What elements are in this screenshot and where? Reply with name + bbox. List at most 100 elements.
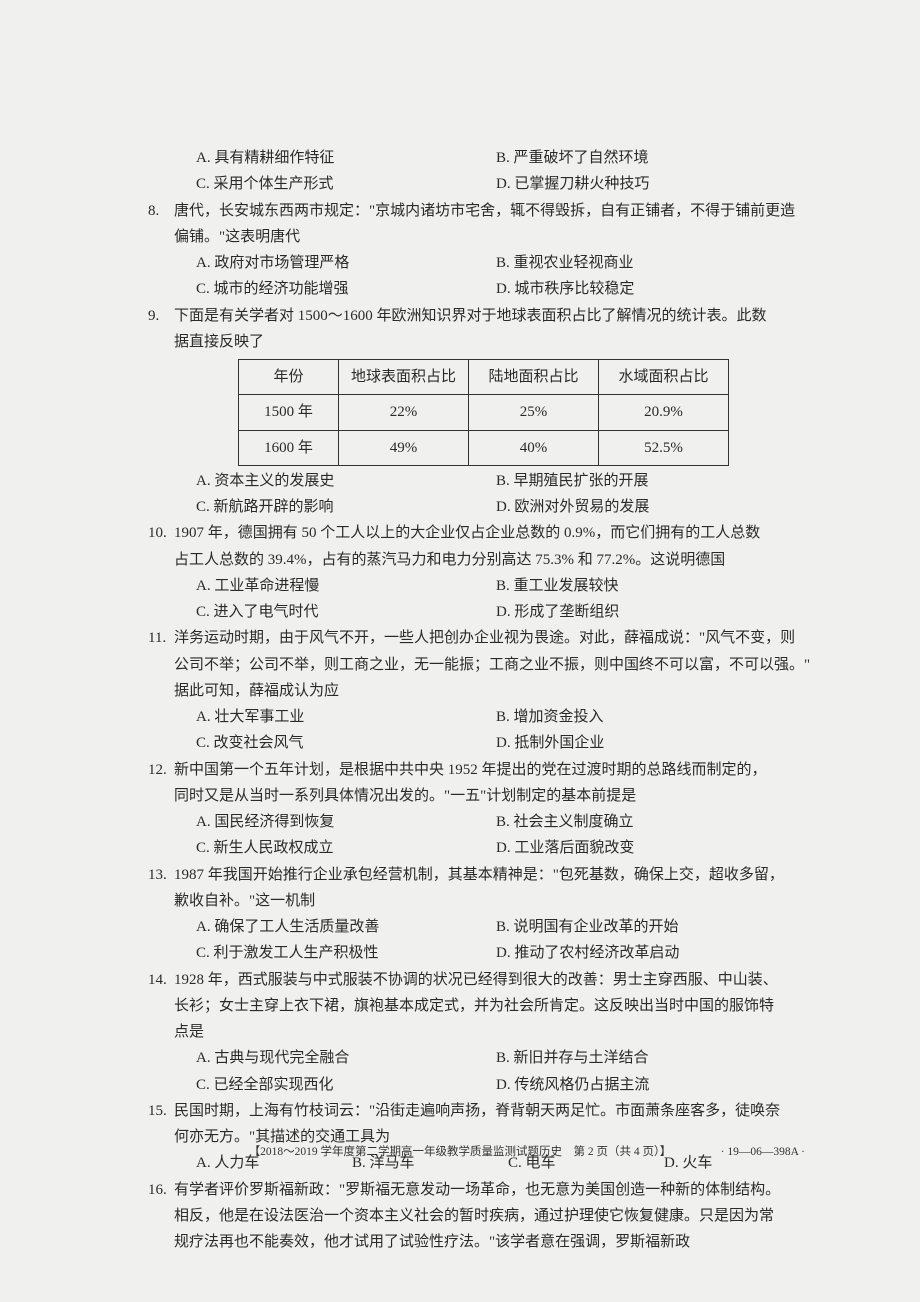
- table-row: 1600 年 49% 40% 52.5%: [239, 430, 729, 465]
- q14-text-line2: 长衫；女士主穿上衣下裙，旗袍基本成定式，并为社会所肯定。这反映出当时中国的服饰特: [174, 993, 820, 1019]
- q10-stem: 10. 1907 年，德国拥有 50 个工人以上的大企业仅占企业总数的 0.9%…: [148, 520, 820, 546]
- q14-option-a: A. 古典与现代完全融合: [196, 1045, 496, 1071]
- q14-option-c: C. 已经全部实现西化: [196, 1072, 496, 1098]
- q11-text-line2: 公司不举；公司不举，则工商之业，无一能振；工商之业不振，则中国终不可以富，不可以…: [174, 652, 820, 678]
- q13-stem: 13. 1987 年我国开始推行企业承包经营机制，其基本精神是："包死基数，确保…: [148, 862, 820, 888]
- q10-option-c: C. 进入了电气时代: [196, 599, 496, 625]
- q10-option-b: B. 重工业发展较快: [496, 573, 820, 599]
- q16-text-line3: 规疗法再也不能奏效，他才试用了试验性疗法。"该学者意在强调，罗斯福新政: [174, 1229, 820, 1255]
- footer-main-text: 【2018～2019 学年度第二学期高一年级教学质量监测试题历史 第 2 页（共…: [249, 1146, 672, 1158]
- q14-options-row2: C. 已经全部实现西化 D. 传统风格仍占据主流: [196, 1072, 820, 1098]
- cell-earth-1600: 49%: [339, 430, 469, 465]
- q9-text-line2: 据直接反映了: [174, 329, 820, 355]
- q12-option-b: B. 社会主义制度确立: [496, 809, 820, 835]
- q12-text-line1: 新中国第一个五年计划，是根据中共中央 1952 年提出的党在过渡时期的总路线而制…: [174, 757, 820, 783]
- q10-option-d: D. 形成了垄断组织: [496, 599, 820, 625]
- q11-text-line3: 据此可知，薛福成认为应: [174, 678, 820, 704]
- q13-options-row1: A. 确保了工人生活质量改善 B. 说明国有企业改革的开始: [196, 914, 820, 940]
- q15-number: 15.: [148, 1098, 174, 1124]
- q14-option-b: B. 新旧并存与土洋结合: [496, 1045, 820, 1071]
- q14-text-line1: 1928 年，西式服装与中式服装不协调的状况已经得到很大的改善：男士主穿西服、中…: [174, 967, 820, 993]
- q16-text-line1: 有学者评价罗斯福新政："罗斯福无意发动一场革命，也无意为美国创造一种新的体制结构…: [174, 1177, 820, 1203]
- q14-stem: 14. 1928 年，西式服装与中式服装不协调的状况已经得到很大的改善：男士主穿…: [148, 967, 820, 993]
- q11-number: 11.: [148, 625, 174, 651]
- q12-option-a: A. 国民经济得到恢复: [196, 809, 496, 835]
- q11-option-a: A. 壮大军事工业: [196, 704, 496, 730]
- q11-option-d: D. 抵制外国企业: [496, 730, 820, 756]
- q8-options-row1: A. 政府对市场管理严格 B. 重视农业轻视商业: [196, 250, 820, 276]
- q10-options-row1: A. 工业革命进程慢 B. 重工业发展较快: [196, 573, 820, 599]
- q7-option-a: A. 具有精耕细作特征: [196, 145, 496, 171]
- q12-option-c: C. 新生人民政权成立: [196, 835, 496, 861]
- q16-text-line2: 相反，他是在设法医治一个资本主义社会的暂时疾病，通过护理使它恢复健康。只是因为常: [174, 1203, 820, 1229]
- q9-number: 9.: [148, 303, 174, 329]
- table-row: 1500 年 22% 25% 20.9%: [239, 395, 729, 430]
- q7-options-row1: A. 具有精耕细作特征 B. 严重破坏了自然环境: [196, 145, 820, 171]
- q12-stem: 12. 新中国第一个五年计划，是根据中共中央 1952 年提出的党在过渡时期的总…: [148, 757, 820, 783]
- q13-option-d: D. 推动了农村经济改革启动: [496, 940, 820, 966]
- q11-option-b: B. 增加资金投入: [496, 704, 820, 730]
- q12-options-row1: A. 国民经济得到恢复 B. 社会主义制度确立: [196, 809, 820, 835]
- q10-text-line1: 1907 年，德国拥有 50 个工人以上的大企业仅占企业总数的 0.9%，而它们…: [174, 520, 820, 546]
- q14-options-row1: A. 古典与现代完全融合 B. 新旧并存与土洋结合: [196, 1045, 820, 1071]
- q13-option-a: A. 确保了工人生活质量改善: [196, 914, 496, 940]
- q7-options-row2: C. 采用个体生产形式 D. 已掌握刀耕火种技巧: [196, 171, 820, 197]
- q11-text-line1: 洋务运动时期，由于风气不开，一些人把创办企业视为畏途。对此，薛福成说："风气不变…: [174, 625, 820, 651]
- q9-option-c: C. 新航路开辟的影响: [196, 494, 496, 520]
- cell-year-1500: 1500 年: [239, 395, 339, 430]
- cell-land-1500: 25%: [469, 395, 599, 430]
- q13-option-c: C. 利于激发工人生产积极性: [196, 940, 496, 966]
- q8-option-d: D. 城市秩序比较稳定: [496, 276, 820, 302]
- q13-option-b: B. 说明国有企业改革的开始: [496, 914, 820, 940]
- q9-options-row2: C. 新航路开辟的影响 D. 欧洲对外贸易的发展: [196, 494, 820, 520]
- q8-text-line2: 偏铺。"这表明唐代: [174, 224, 820, 250]
- table-header-row: 年份 地球表面积占比 陆地面积占比 水域面积占比: [239, 360, 729, 395]
- th-earth: 地球表面积占比: [339, 360, 469, 395]
- q14-text-line3: 点是: [174, 1019, 820, 1045]
- q13-number: 13.: [148, 862, 174, 888]
- q9-option-d: D. 欧洲对外贸易的发展: [496, 494, 820, 520]
- q8-number: 8.: [148, 198, 174, 224]
- q10-number: 10.: [148, 520, 174, 546]
- q8-option-b: B. 重视农业轻视商业: [496, 250, 820, 276]
- q9-stem: 9. 下面是有关学者对 1500～1600 年欧洲知识界对于地球表面积占比了解情…: [148, 303, 820, 329]
- q9-option-a: A. 资本主义的发展史: [196, 468, 496, 494]
- q10-option-a: A. 工业革命进程慢: [196, 573, 496, 599]
- q13-text-line2: 歉收自补。"这一机制: [174, 888, 820, 914]
- q10-text-line2: 占工人总数的 39.4%，占有的蒸汽马力和电力分别高达 75.3% 和 77.2…: [174, 547, 820, 573]
- cell-land-1600: 40%: [469, 430, 599, 465]
- q8-options-row2: C. 城市的经济功能增强 D. 城市秩序比较稳定: [196, 276, 820, 302]
- q10-options-row2: C. 进入了电气时代 D. 形成了垄断组织: [196, 599, 820, 625]
- q9-text-line1: 下面是有关学者对 1500～1600 年欧洲知识界对于地球表面积占比了解情况的统…: [174, 303, 820, 329]
- q14-number: 14.: [148, 967, 174, 993]
- q11-stem: 11. 洋务运动时期，由于风气不开，一些人把创办企业视为畏途。对此，薛福成说："…: [148, 625, 820, 651]
- q8-option-c: C. 城市的经济功能增强: [196, 276, 496, 302]
- q16-number: 16.: [148, 1177, 174, 1203]
- q13-text-line1: 1987 年我国开始推行企业承包经营机制，其基本精神是："包死基数，确保上交，超…: [174, 862, 820, 888]
- q8-text-line1: 唐代，长安城东西两市规定："京城内诸坊市宅舍，辄不得毁拆，自有正铺者，不得于铺前…: [174, 198, 820, 224]
- q14-option-d: D. 传统风格仍占据主流: [496, 1072, 820, 1098]
- q11-options-row2: C. 改变社会风气 D. 抵制外国企业: [196, 730, 820, 756]
- q12-text-line2: 同时又是从当时一系列具体情况出发的。"一五"计划制定的基本前提是: [174, 783, 820, 809]
- q11-options-row1: A. 壮大军事工业 B. 增加资金投入: [196, 704, 820, 730]
- q9-option-b: B. 早期殖民扩张的开展: [496, 468, 820, 494]
- q11-option-c: C. 改变社会风气: [196, 730, 496, 756]
- q12-options-row2: C. 新生人民政权成立 D. 工业落后面貌改变: [196, 835, 820, 861]
- q8-option-a: A. 政府对市场管理严格: [196, 250, 496, 276]
- q13-options-row2: C. 利于激发工人生产积极性 D. 推动了农村经济改革启动: [196, 940, 820, 966]
- footer-code: · 19—06—398A ·: [721, 1142, 805, 1162]
- q7-option-c: C. 采用个体生产形式: [196, 171, 496, 197]
- cell-water-1600: 52.5%: [599, 430, 729, 465]
- cell-water-1500: 20.9%: [599, 395, 729, 430]
- page-footer: 【2018～2019 学年度第二学期高一年级教学质量监测试题历史 第 2 页（共…: [0, 1142, 920, 1162]
- cell-earth-1500: 22%: [339, 395, 469, 430]
- q12-number: 12.: [148, 757, 174, 783]
- q8-stem: 8. 唐代，长安城东西两市规定："京城内诸坊市宅舍，辄不得毁拆，自有正铺者，不得…: [148, 198, 820, 224]
- q9-data-table: 年份 地球表面积占比 陆地面积占比 水域面积占比 1500 年 22% 25% …: [238, 359, 729, 466]
- q15-stem: 15. 民国时期，上海有竹枝词云："沿街走遍响声扬，脊背朝天两足忙。市面萧条座客…: [148, 1098, 820, 1124]
- th-land: 陆地面积占比: [469, 360, 599, 395]
- q7-option-d: D. 已掌握刀耕火种技巧: [496, 171, 820, 197]
- q15-text-line1: 民国时期，上海有竹枝词云："沿街走遍响声扬，脊背朝天两足忙。市面萧条座客多，徒唤…: [174, 1098, 820, 1124]
- th-water: 水域面积占比: [599, 360, 729, 395]
- th-year: 年份: [239, 360, 339, 395]
